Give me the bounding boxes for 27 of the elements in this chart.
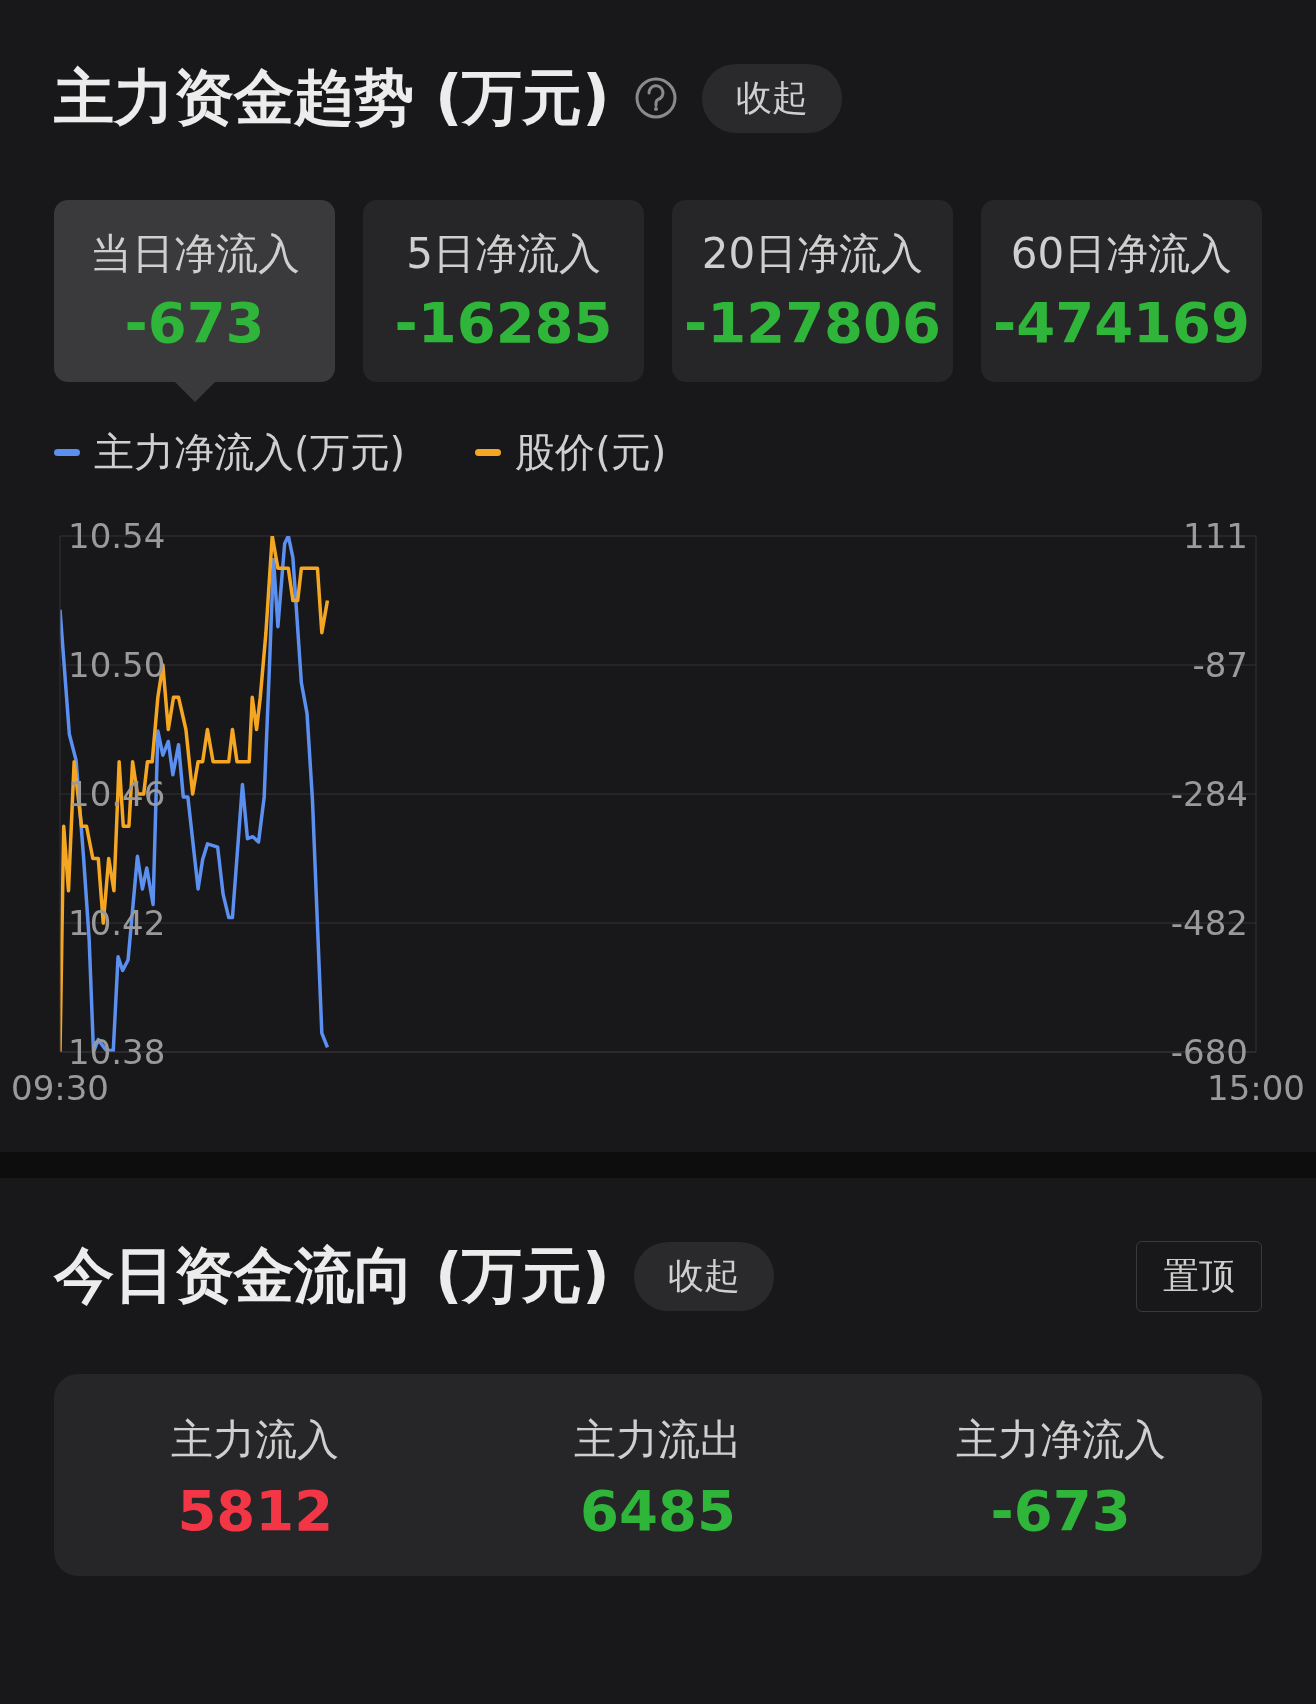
y-tick-label: 10.50 [68, 645, 166, 686]
y-tick-label: 10.54 [68, 516, 166, 557]
data-label: -474169 [992, 290, 1251, 355]
text: 主力资金趋势 (万元) [54, 60, 610, 134]
legend-label: 主力净流入(万元) [93, 427, 406, 477]
data-label: -16285 [393, 290, 614, 355]
category-label: 主力净流入 [954, 1414, 1167, 1466]
category-label: 60日净流入 [1009, 228, 1234, 280]
category-label: 20日净流入 [700, 228, 925, 280]
category-label: 主力流出 [573, 1414, 743, 1466]
text: 收起 [701, 63, 842, 133]
category-label: 当日净流入 [88, 228, 301, 280]
text: 置顶 [1136, 1240, 1262, 1312]
data-label: -673 [989, 1478, 1132, 1543]
category-label: 5日净流入 [405, 228, 602, 280]
y2-tick-label: 111 [1183, 516, 1248, 557]
text: 今日资金流向 (万元) [54, 1238, 610, 1312]
data-label: -127806 [683, 290, 942, 355]
y2-tick-label: -87 [1192, 645, 1248, 686]
data-label: -673 [123, 290, 266, 355]
y2-tick-label: -482 [1170, 902, 1248, 943]
category-label: 主力流入 [170, 1414, 341, 1466]
text: 收起 [633, 1241, 774, 1311]
data-label: 6485 [579, 1478, 737, 1543]
legend-label: 股价(元) [514, 427, 667, 477]
data-label: 5812 [176, 1478, 335, 1543]
y2-tick-label: -284 [1170, 773, 1248, 814]
